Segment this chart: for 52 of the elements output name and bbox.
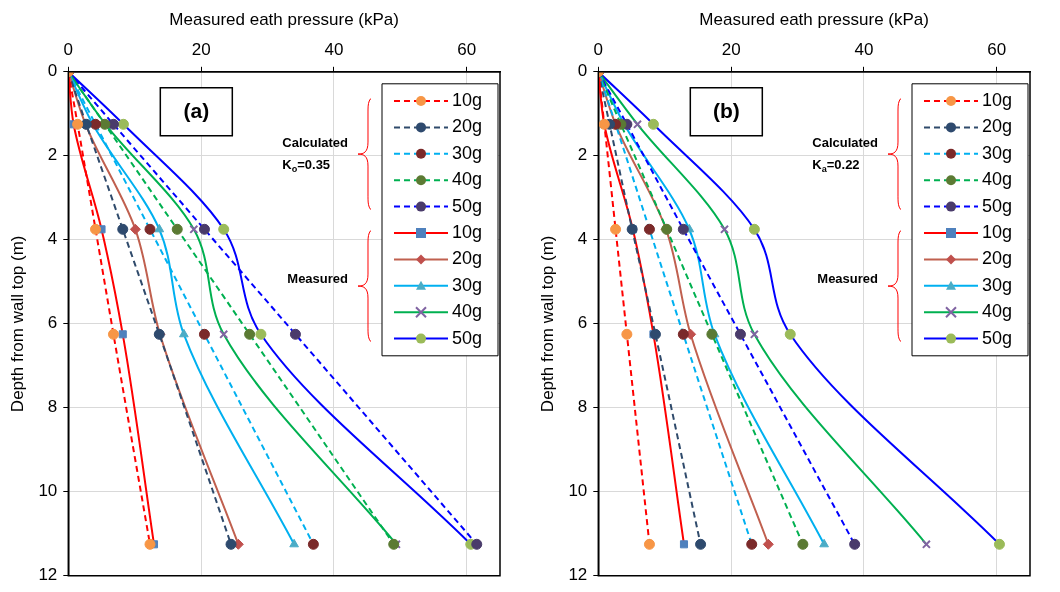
legend-label: 30g xyxy=(452,274,483,295)
x-tick-label: 20 xyxy=(721,40,741,60)
legend-label: 40g xyxy=(452,169,483,190)
legend-label: 30g xyxy=(982,142,1013,163)
legend-label: 50g xyxy=(982,195,1013,216)
x-tick-label: 0 xyxy=(593,40,604,60)
y-tick-label: 6 xyxy=(47,313,58,333)
legend-label: 20g xyxy=(982,248,1013,269)
x-tick-label: 40 xyxy=(324,40,344,60)
y-tick-label: 0 xyxy=(577,61,588,81)
legend-label: 40g xyxy=(982,301,1013,322)
y-tick-label: 4 xyxy=(577,229,588,249)
legend-label: 30g xyxy=(452,142,483,163)
y-tick-label: 10 xyxy=(38,481,58,501)
y-axis-title: Depth from wall top (m) xyxy=(537,235,557,413)
y-tick-label: 10 xyxy=(568,481,588,501)
x-tick-label: 40 xyxy=(854,40,874,60)
legend-label: 10g xyxy=(982,89,1013,110)
x-axis-title: Measured eath pressure (kPa) xyxy=(169,9,399,29)
y-tick-label: 0 xyxy=(47,61,58,81)
annotation: (b) xyxy=(712,98,740,122)
legend-label: 50g xyxy=(452,195,483,216)
legend-label: 20g xyxy=(452,116,483,137)
x-tick-label: 0 xyxy=(63,40,74,60)
x-tick-label: 20 xyxy=(191,40,211,60)
legend-label: 30g xyxy=(982,274,1013,295)
y-tick-label: 12 xyxy=(568,565,588,585)
legend-label: 10g xyxy=(982,221,1013,242)
legend-label: 50g xyxy=(452,327,483,348)
x-axis-title: Measured eath pressure (kPa) xyxy=(699,9,929,29)
annotation: Measured xyxy=(817,271,879,287)
annotation: Calculated xyxy=(812,135,879,151)
legend-label: 20g xyxy=(982,116,1013,137)
x-tick-label: 60 xyxy=(457,40,477,60)
y-axis-title: Depth from wall top (m) xyxy=(7,235,27,413)
y-tick-label: 2 xyxy=(577,145,588,165)
x-tick-label: 60 xyxy=(987,40,1007,60)
annotation: Calculated xyxy=(282,135,349,151)
legend-label: 40g xyxy=(452,301,483,322)
annotation: (a) xyxy=(183,98,210,122)
legend-label: 10g xyxy=(452,221,483,242)
y-tick-label: 8 xyxy=(577,397,588,417)
y-tick-label: 8 xyxy=(47,397,58,417)
y-tick-label: 4 xyxy=(47,229,58,249)
legend-label: 10g xyxy=(452,89,483,110)
y-tick-label: 12 xyxy=(38,565,58,585)
legend-label: 20g xyxy=(452,248,483,269)
annotation: Measured xyxy=(287,271,349,287)
legend-label: 40g xyxy=(982,169,1013,190)
y-tick-label: 6 xyxy=(577,313,588,333)
y-tick-label: 2 xyxy=(47,145,58,165)
legend-label: 50g xyxy=(982,327,1013,348)
